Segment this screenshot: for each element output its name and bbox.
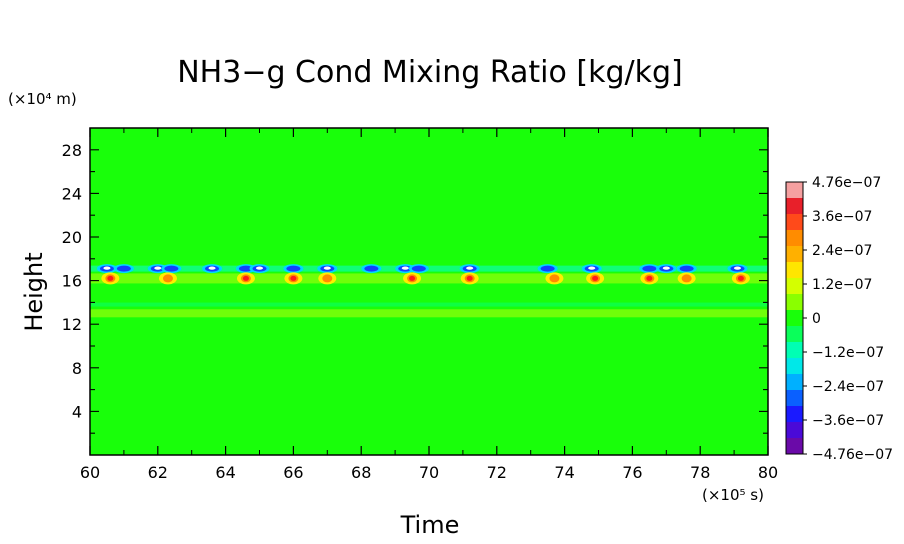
positive-cell-peak [290,275,297,281]
negative-cell-core [679,265,694,272]
negative-cell-peak [154,266,162,270]
x-tick-label: 68 [351,463,371,482]
positive-cell-peak [242,275,249,281]
x-tick-label: 78 [690,463,710,482]
plot-background [90,128,768,455]
positive-cell-peak [737,275,744,281]
negative-cell-peak [208,266,216,270]
colorbar-swatch [786,422,803,439]
positive-cell-core [322,274,333,283]
positive-cell-core [162,274,173,283]
negative-cell-core [238,265,253,272]
negative-cell-core [540,265,555,272]
colorbar-swatch [786,278,803,295]
y-tick-label: 20 [62,228,82,247]
x-axis-label: Time [400,511,460,539]
negative-cell-peak [401,266,409,270]
y-axis: 4 8 12 16 20 24 28 [62,141,768,434]
negative-cell-peak [323,266,331,270]
colorbar-label: 2.4e−07 [812,243,872,259]
negative-cell-core [411,265,426,272]
colorbar-label: 0 [812,311,821,327]
negative-cell-core [116,265,131,272]
colorbar-label: −2.4e−07 [812,379,884,395]
negative-cell-peak [588,266,596,270]
colorbar-swatch [786,262,803,279]
weak-negative-band [90,302,768,307]
colorbar-label: 3.6e−07 [812,209,872,225]
y-unit-label: (×10⁴ m) [8,90,77,108]
positive-cell-peak [107,275,114,281]
negative-cell-peak [466,266,474,270]
x-tick-label: 70 [419,463,439,482]
y-tick-label: 24 [62,184,82,203]
positive-cell-core [549,274,560,283]
colorbar-swatch [786,294,803,311]
colorbar-swatch [786,406,803,423]
colorbar: 4.76e−07 3.6e−07 2.4e−07 1.2e−07 0 −1.2e−07 −2… [785,175,893,463]
positive-cell-peak [409,275,416,281]
colorbar-label: −4.76e−07 [812,447,893,463]
colorbar-label: 1.2e−07 [812,277,872,293]
colorbar-label: −1.2e−07 [812,345,884,361]
x-unit-label: (×10⁵ s) [702,486,764,504]
colorbar-swatch [786,438,803,455]
negative-cell-peak [256,266,263,270]
positive-cell-peak [592,275,599,281]
colorbar-label: 4.76e−07 [812,175,881,191]
y-tick-label: 12 [62,315,82,334]
colorbar-swatch [786,182,803,199]
y-tick-label: 16 [62,272,82,291]
x-axis: 60 62 64 66 68 70 72 74 76 78 80 [80,128,778,482]
chart-title: NH3−g Cond Mixing Ratio [kg/kg] [177,55,683,90]
colorbar-swatch [786,230,803,247]
negative-cell-peak [662,266,670,270]
negative-cell-peak [733,266,741,270]
positive-cell-peak [466,275,473,281]
colorbar-swatch [786,390,803,407]
negative-cell-core [164,265,179,272]
negative-cell-core [286,265,301,272]
weak-positive-band [90,309,768,318]
x-tick-label: 66 [283,463,303,482]
colorbar-swatch [786,358,803,375]
colorbar-swatch [786,326,803,343]
x-tick-label: 64 [215,463,235,482]
y-tick-label: 4 [72,402,82,421]
colorbar-swatch [786,214,803,231]
negative-cell-core [364,265,379,272]
x-tick-label: 60 [80,463,100,482]
colorbar-label: −3.6e−07 [812,413,884,429]
negative-cell-peak [103,266,111,270]
x-tick-label: 72 [487,463,507,482]
x-tick-label: 76 [622,463,642,482]
negative-cell-core [642,265,657,272]
positive-cell-peak [646,275,653,281]
colorbar-swatch [786,342,803,359]
colorbar-swatch [786,310,803,327]
colorbar-swatch [786,246,803,263]
positive-cell-core [681,274,692,283]
negative-band [90,265,768,272]
colorbar-swatch [786,374,803,391]
x-tick-label: 74 [554,463,574,482]
heatmap-features [90,264,768,318]
positive-band [90,273,768,284]
y-tick-label: 28 [62,141,82,160]
x-tick-label: 80 [758,463,778,482]
plot-area [89,127,769,456]
y-axis-label: Height [20,252,48,331]
y-tick-label: 8 [72,359,82,378]
x-tick-label: 62 [148,463,168,482]
colorbar-swatch [786,198,803,215]
